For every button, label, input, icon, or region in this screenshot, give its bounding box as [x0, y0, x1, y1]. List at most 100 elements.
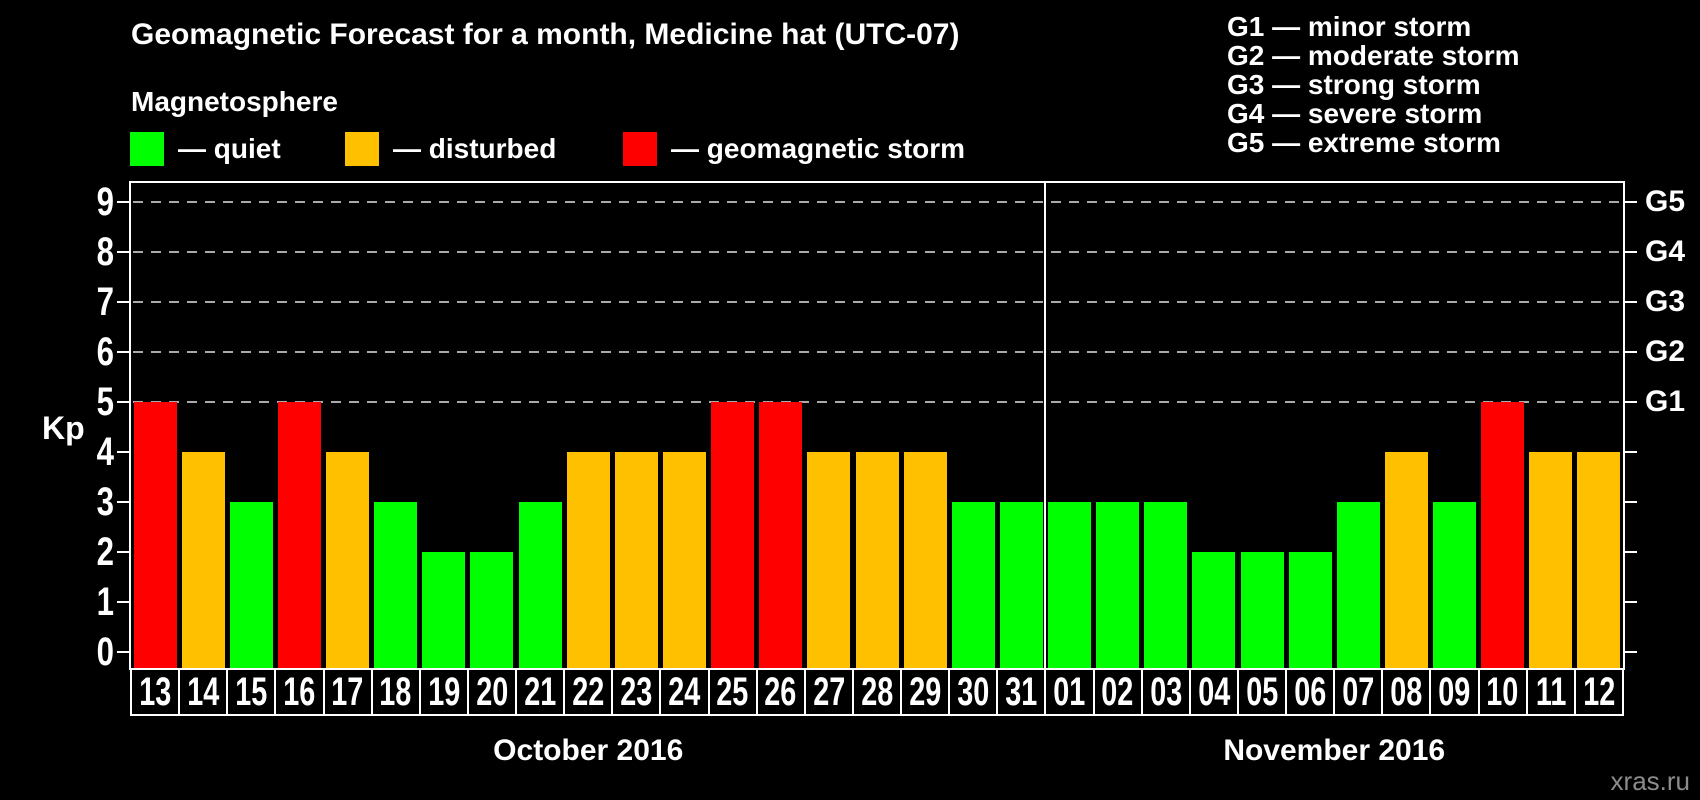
- date-cell: 13: [130, 668, 181, 716]
- kp-bar: [903, 452, 947, 668]
- gridline-kp-6: [133, 351, 1621, 353]
- legend-label-quiet: — quiet: [178, 133, 281, 164]
- y-tick-right: [1624, 251, 1637, 253]
- date-cell-label: 29: [909, 669, 942, 714]
- date-cell: 07: [1333, 668, 1384, 716]
- date-cell-label: 10: [1486, 669, 1519, 714]
- kp-bar: [951, 502, 995, 668]
- y-tick-right: [1624, 301, 1637, 303]
- y-tick-right: [1624, 401, 1637, 403]
- date-cell-label: 03: [1149, 669, 1182, 714]
- date-cell-label: 02: [1101, 669, 1134, 714]
- date-cell: 16: [274, 668, 325, 716]
- date-cell: 22: [563, 668, 614, 716]
- y-tick-left: [117, 301, 130, 303]
- date-cell-label: 12: [1582, 669, 1615, 714]
- y-tick-label: 4: [96, 430, 114, 474]
- g-axis-label-g4: G4: [1645, 235, 1686, 268]
- date-cell: 11: [1525, 668, 1576, 716]
- date-cell-label: 24: [668, 669, 701, 714]
- kp-bar: [277, 402, 321, 668]
- kp-bar: [1384, 452, 1428, 668]
- kp-bar: [1433, 502, 1477, 668]
- date-cell: 15: [226, 668, 277, 716]
- kp-bar: [566, 452, 610, 668]
- gridline-kp-7: [133, 301, 1621, 303]
- y-tick-left: [117, 551, 130, 553]
- legend-item-storm: — geomagnetic storm: [623, 129, 965, 169]
- y-tick-label: 8: [96, 230, 114, 274]
- xras-watermark: xras.ru: [1610, 766, 1690, 796]
- date-cell: 06: [1285, 668, 1336, 716]
- y-tick-right: [1624, 551, 1637, 553]
- g-legend-line-g1: G1 — minor storm: [1227, 11, 1472, 42]
- y-tick-label: 6: [96, 330, 114, 374]
- date-cell-label: 13: [139, 669, 172, 714]
- date-cell: 10: [1477, 668, 1528, 716]
- g-legend-line-g3: G3 — strong storm: [1227, 69, 1481, 100]
- kp-bar: [855, 452, 899, 668]
- date-cell: 12: [1573, 668, 1624, 716]
- g-axis-label-g3: G3: [1645, 285, 1686, 318]
- date-cell: 08: [1381, 668, 1432, 716]
- kp-bar: [422, 552, 466, 668]
- y-tick-left: [117, 401, 130, 403]
- date-cell-label: 16: [283, 669, 316, 714]
- y-tick-label: 5: [96, 380, 114, 424]
- date-cell: 04: [1188, 668, 1239, 716]
- date-cell: 09: [1429, 668, 1480, 716]
- date-cell-label: 15: [235, 669, 268, 714]
- kp-bar: [759, 402, 803, 668]
- y-axis-title-kp: Kp: [42, 410, 85, 446]
- date-cell-label: 05: [1245, 669, 1279, 714]
- date-cell-label: 26: [764, 669, 797, 714]
- date-cell-label: 11: [1535, 669, 1567, 714]
- g-scale-legend: G1 — minor storm G2 — moderate storm G3 — …: [1227, 12, 1520, 157]
- magnetosphere-legend: — quiet — disturbed — geomagnetic storm: [0, 129, 1100, 169]
- y-tick-right: [1624, 451, 1637, 453]
- date-cell-label: 19: [427, 669, 460, 714]
- magnetosphere-legend-title: Magnetosphere: [131, 86, 338, 117]
- kp-bar: [614, 452, 658, 668]
- date-cell: 30: [948, 668, 999, 716]
- date-cell: 14: [178, 668, 229, 716]
- date-cell-label: 30: [957, 669, 990, 714]
- date-cell: 28: [851, 668, 903, 716]
- kp-bar: [1529, 452, 1573, 668]
- date-cell: 01: [1044, 668, 1095, 716]
- legend-label-storm: — geomagnetic storm: [671, 133, 966, 164]
- kp-bar: [662, 452, 706, 668]
- date-cell-label: 08: [1390, 669, 1423, 714]
- date-cell-label: 04: [1197, 669, 1230, 714]
- date-cell-label: 31: [1005, 669, 1038, 714]
- date-cell: 24: [659, 668, 710, 716]
- y-tick-label: 9: [96, 180, 114, 224]
- legend-swatch-quiet: [130, 132, 164, 166]
- y-tick-left: [117, 251, 130, 253]
- date-cell: 17: [322, 668, 373, 716]
- y-tick-left: [117, 501, 130, 503]
- date-cell-label: 01: [1053, 669, 1086, 714]
- kp-bar: [1240, 552, 1284, 668]
- date-cell: 31: [996, 668, 1047, 716]
- kp-bar: [1336, 502, 1380, 668]
- kp-bar: [711, 402, 755, 668]
- kp-bar: [229, 502, 273, 668]
- kp-bar: [326, 452, 370, 668]
- gridline-kp-9: [133, 201, 1621, 203]
- kp-bar: [807, 452, 851, 668]
- g-axis-label-g5: G5: [1645, 185, 1686, 218]
- date-cell-label: 20: [475, 669, 508, 714]
- kp-bar: [518, 502, 562, 668]
- g-axis-label-g1: G1: [1645, 385, 1686, 418]
- legend-swatch-storm: [623, 132, 657, 166]
- date-cell: 18: [370, 668, 421, 716]
- date-cell: 20: [466, 668, 518, 716]
- g-axis-label-g2: G2: [1645, 335, 1686, 368]
- date-cell: 02: [1092, 668, 1143, 716]
- date-cell-label: 14: [187, 669, 220, 714]
- gridline-kp-8: [133, 251, 1621, 253]
- month-label-october: October 2016: [493, 734, 684, 767]
- y-tick-left: [117, 201, 130, 203]
